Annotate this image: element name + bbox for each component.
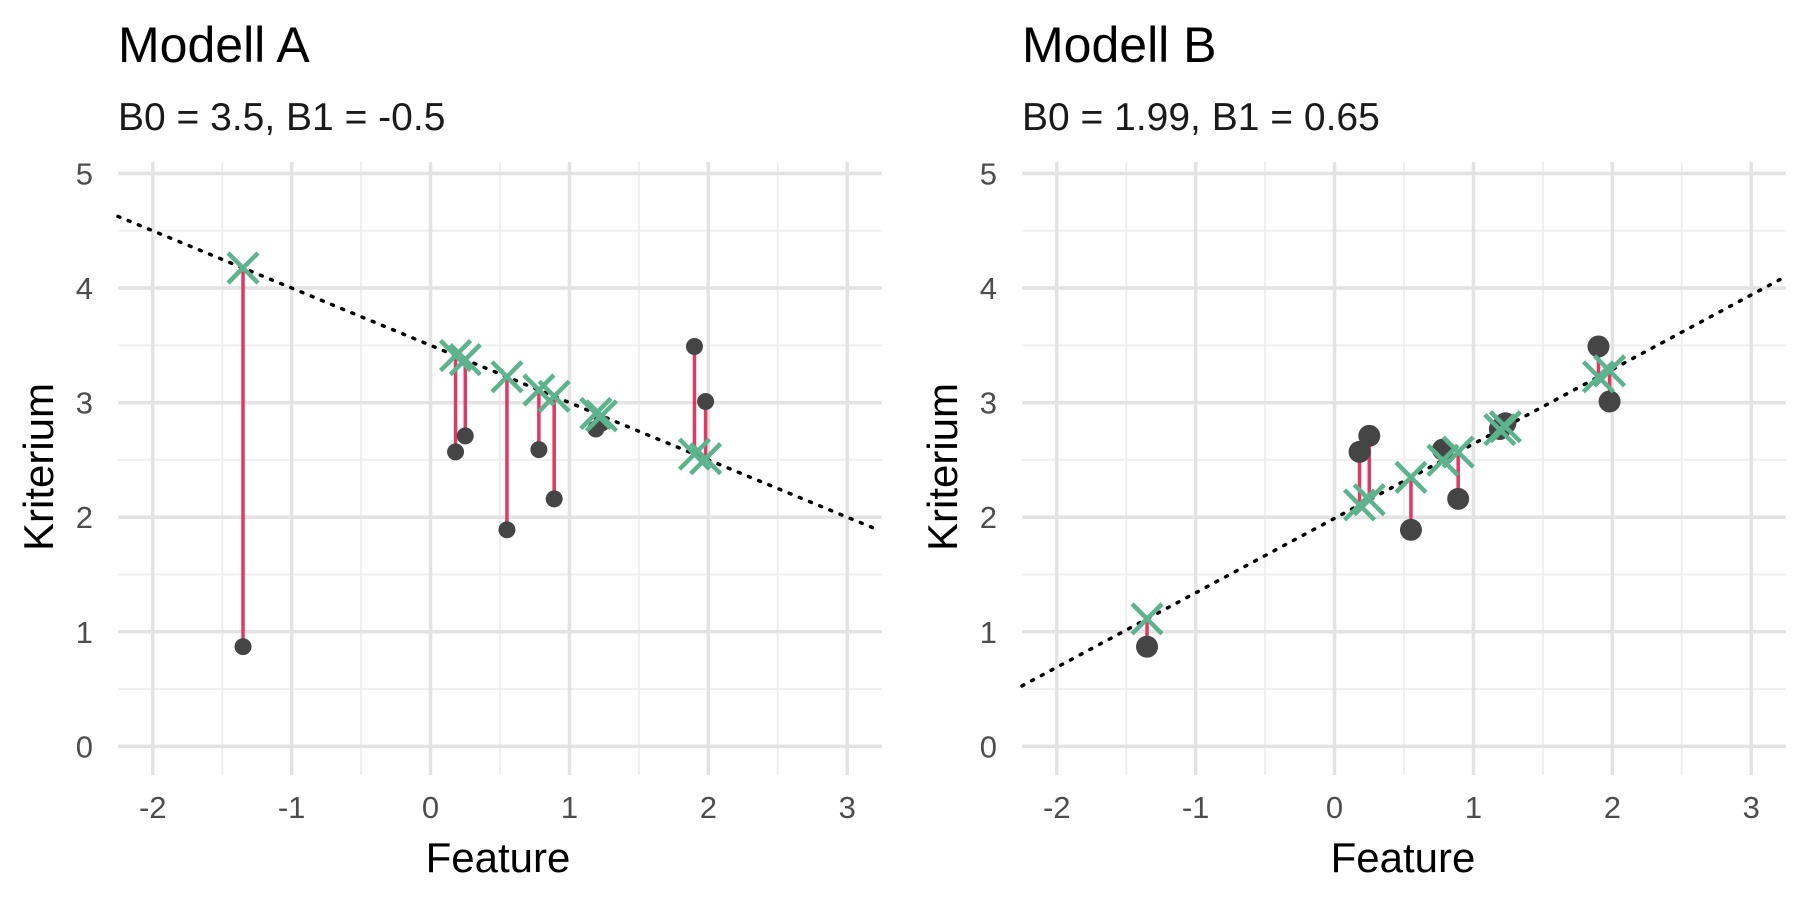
x-tick-label: 3 — [839, 790, 856, 825]
predicted-marker — [1130, 602, 1164, 636]
x-tick-label: -2 — [1043, 790, 1071, 825]
observed-point — [447, 443, 465, 461]
y-tick-label: 5 — [76, 156, 93, 191]
observed-point — [1587, 335, 1610, 358]
regression-line — [116, 214, 877, 531]
y-tick-label: 4 — [980, 271, 997, 306]
predicted-marker — [584, 399, 618, 433]
x-tick-label: 2 — [1604, 790, 1621, 825]
x-tick-label: 1 — [561, 790, 578, 825]
panel-subtitle: B0 = 3.5, B1 = -0.5 — [118, 96, 445, 139]
observed-point — [1399, 518, 1422, 541]
predicted-marker — [677, 437, 712, 471]
predicted-marker — [490, 360, 524, 394]
x-tick-label: 0 — [1326, 790, 1343, 825]
x-tick-label: 2 — [700, 790, 717, 825]
observed-point — [1136, 635, 1159, 658]
panel-modell-b: Modell B B0 = 1.99, B1 = 0.65 -2 -1 0 1 2 3 0 1… — [919, 17, 1788, 881]
predicted-marker — [1488, 410, 1522, 444]
observed-point — [1348, 440, 1371, 463]
x-axis-title: Feature — [1331, 834, 1476, 881]
x-tick-label: 0 — [422, 790, 439, 825]
predicted-marker — [226, 251, 260, 285]
y-tick-label: 3 — [76, 386, 93, 421]
predicted-marker — [1592, 354, 1627, 388]
y-tick-label: 0 — [980, 729, 997, 764]
x-axis-title: Feature — [426, 834, 571, 881]
predicted-marker — [579, 396, 613, 431]
panel-title: Modell A — [118, 17, 310, 73]
predicted-marker — [448, 343, 482, 377]
y-tick-label: 3 — [980, 386, 997, 421]
predicted-marker — [1394, 460, 1428, 494]
panel-modell-a: Modell A B0 = 3.5, B1 = -0.5 -2 -1 0 1 2 3 0 1 2… — [15, 17, 882, 881]
predicted-marker — [1352, 483, 1386, 517]
observed-point — [685, 337, 703, 355]
plot-area: -2 -1 0 1 2 3 0 1 2 3 4 5 — [980, 156, 1788, 825]
x-tick-label: 1 — [1465, 790, 1482, 825]
y-tick-label: 2 — [76, 500, 93, 535]
panel-title: Modell B — [1022, 17, 1217, 73]
plot-area: -2 -1 0 1 2 3 0 1 2 3 4 5 — [76, 156, 882, 825]
observed-point — [456, 427, 474, 445]
observed-point — [498, 521, 516, 539]
observed-point — [1598, 390, 1621, 413]
y-tick-label: 2 — [980, 500, 997, 535]
y-axis-title: Kriterium — [15, 383, 62, 551]
predicted-marker — [537, 379, 571, 413]
panel-subtitle: B0 = 1.99, B1 = 0.65 — [1022, 96, 1380, 139]
predicted-marker — [1441, 435, 1475, 469]
x-tick-label: -1 — [278, 790, 306, 825]
y-tick-label: 0 — [76, 729, 93, 764]
x-tick-label: -2 — [139, 790, 167, 825]
predicted-marker — [688, 442, 723, 476]
observed-point — [697, 392, 715, 410]
y-tick-label: 4 — [76, 271, 93, 306]
observed-point — [1447, 487, 1470, 510]
predicted-marker — [438, 339, 473, 373]
y-tick-label: 1 — [980, 615, 997, 650]
predicted-marker — [1342, 488, 1377, 522]
observed-point — [545, 490, 563, 508]
observed-point — [234, 638, 252, 656]
observed-point — [1358, 424, 1381, 447]
x-tick-label: 3 — [1743, 790, 1760, 825]
y-tick-label: 5 — [980, 156, 997, 191]
y-axis-title: Kriterium — [919, 383, 966, 551]
y-tick-label: 1 — [76, 615, 93, 650]
x-tick-label: -1 — [1182, 790, 1210, 825]
observed-point — [530, 441, 548, 459]
predicted-marker — [1426, 443, 1460, 477]
